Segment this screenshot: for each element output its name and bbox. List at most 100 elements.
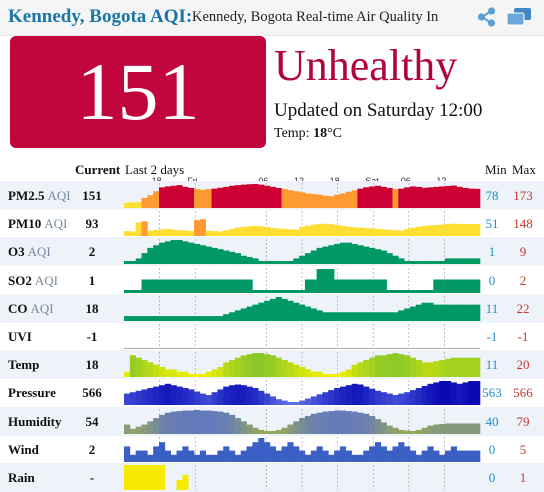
history-bar [421,261,428,265]
history-bar [159,367,166,378]
history-bar [404,308,411,321]
station-title[interactable]: Kennedy, Bogota AQI: [8,6,193,27]
history-bar [328,348,335,349]
history-bar [450,304,457,321]
history-bar [129,231,136,237]
history-bar [124,393,131,406]
history-bar [287,402,294,406]
history-bar [147,248,154,265]
history-bar [339,279,347,293]
history-bar [234,357,242,378]
history-bar [380,312,387,321]
history-bar [223,250,230,265]
history-bar [269,348,277,349]
pollutant-row[interactable]: Temp 18 11 20 [0,350,544,380]
history-bar [339,371,347,378]
history-bar [369,248,376,265]
pollutant-row[interactable]: SO2 AQI 1 0 2 [0,266,544,295]
history-bar [369,348,376,349]
history-bar [409,289,417,293]
history-sparkline [124,324,481,349]
history-bar [374,441,382,462]
history-bar [322,411,329,434]
history-bar [159,348,166,349]
history-bar [287,261,294,265]
history-sparkline [124,183,481,208]
history-bar [421,427,428,434]
history-bar [141,450,148,462]
history-bar [205,454,212,462]
history-bar [258,353,265,378]
history-bar [351,454,358,462]
pollutant-row[interactable]: O3 AQI 2 1 9 [0,237,544,267]
history-bar [444,185,452,208]
history-bar [129,355,136,378]
history-bar [293,446,300,462]
history-bar [124,315,131,321]
history-bar [194,391,201,406]
history-bar [229,185,236,208]
history-bar [468,381,475,406]
max-value: 79 [516,413,530,429]
history-bar [252,441,259,462]
history-bar [240,184,247,208]
history-bar [194,189,201,208]
history-bar [456,224,463,237]
history-bar [433,304,440,321]
history-bar [182,446,189,462]
history-bar [386,393,393,406]
history-bar [194,315,201,321]
widget-icon[interactable] [506,7,532,27]
pollutant-row[interactable]: PM2.5 AQI 151 78 173 [0,181,544,210]
history-bar [246,424,253,434]
history-bar [246,257,253,265]
history-bar [240,348,247,349]
history-bar [275,296,282,321]
history-bar [275,429,282,434]
history-bar [433,186,440,208]
history-bar [229,385,236,406]
history-bar [316,394,323,406]
history-bar [153,386,160,406]
history-bar [299,289,306,293]
current-value: - [89,470,95,485]
history-bar [281,189,288,208]
history-bar [456,423,463,434]
history-bar [398,429,405,434]
share-icon[interactable] [476,6,498,28]
history-bar [205,395,212,406]
history-bar [468,423,475,434]
history-bar [316,310,323,321]
history-bar [357,188,364,208]
pollutant-label: PM2.5 [8,188,45,203]
pollutant-name: SO2 AQI [8,273,58,289]
max-value: 2 [519,272,527,288]
pollutant-row[interactable]: UVI -1 -1 -1 [0,322,544,351]
history-bar [287,362,294,378]
aqi-value: 151 [76,46,200,137]
history-bar [176,371,183,378]
pollutant-row[interactable]: CO AQI 18 11 22 [0,293,544,323]
history-bar [456,384,463,406]
history-bar [462,357,469,378]
pollutant-row[interactable]: Wind 2 0 5 [0,435,544,464]
history-bar [433,261,440,265]
history-bar [369,357,376,378]
pollutant-row[interactable]: Pressure 566 563 566 [0,378,544,407]
history-bar [124,446,131,462]
history-bar [404,261,411,265]
pollutant-row[interactable]: Rain - 0 1 [0,463,544,492]
history-bar [153,315,160,321]
history-bar [194,220,201,237]
history-bar [304,225,312,237]
history-bar [147,420,154,434]
history-bar [468,188,475,208]
history-bar [450,357,457,378]
history-bar [287,300,294,321]
history-bar [246,279,253,293]
pollutant-row[interactable]: Humidity 54 40 79 [0,406,544,436]
history-bar [357,384,364,406]
history-bar [141,221,148,237]
history-bar [194,348,201,349]
pollutant-row[interactable]: PM10 AQI 93 51 148 [0,209,544,238]
